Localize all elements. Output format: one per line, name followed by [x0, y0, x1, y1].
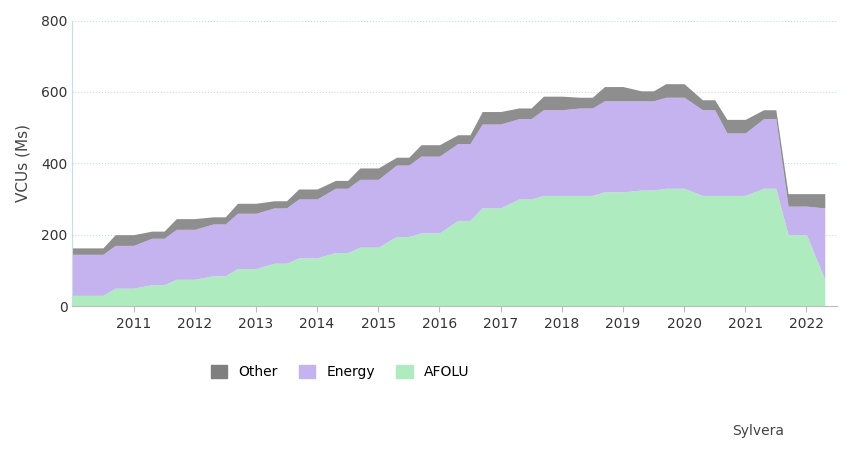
- Text: Sylvera: Sylvera: [732, 425, 784, 438]
- Legend: Other, Energy, AFOLU: Other, Energy, AFOLU: [210, 365, 469, 379]
- Y-axis label: VCUs (Ms): VCUs (Ms): [15, 124, 30, 202]
